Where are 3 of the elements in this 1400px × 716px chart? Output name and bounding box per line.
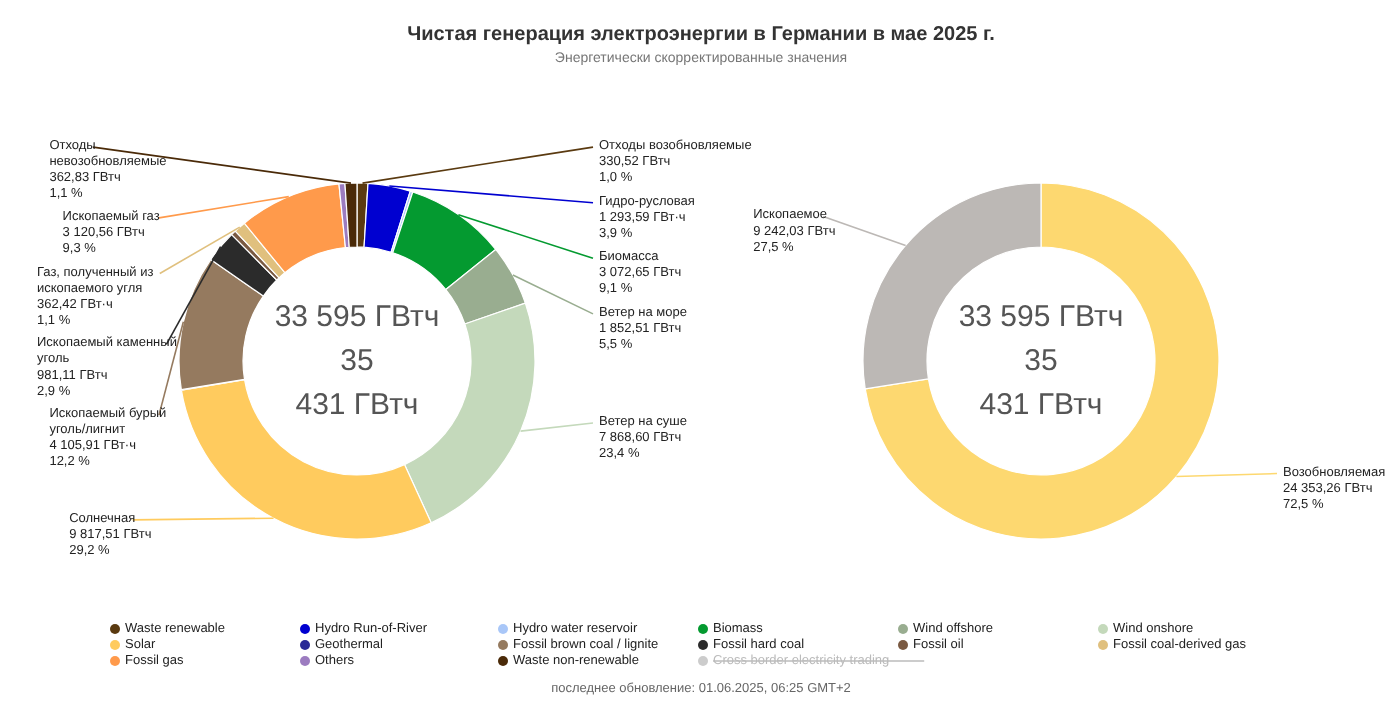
text: 33 595 ГВтч 35 431 ГВтч: [958, 299, 1124, 423]
chart-title: Чистая генерация электроэнергии в Германии в мае 2025 г.: [407, 24, 996, 46]
text: 33 595 ГВтч 35 431 ГВтч: [274, 299, 440, 423]
